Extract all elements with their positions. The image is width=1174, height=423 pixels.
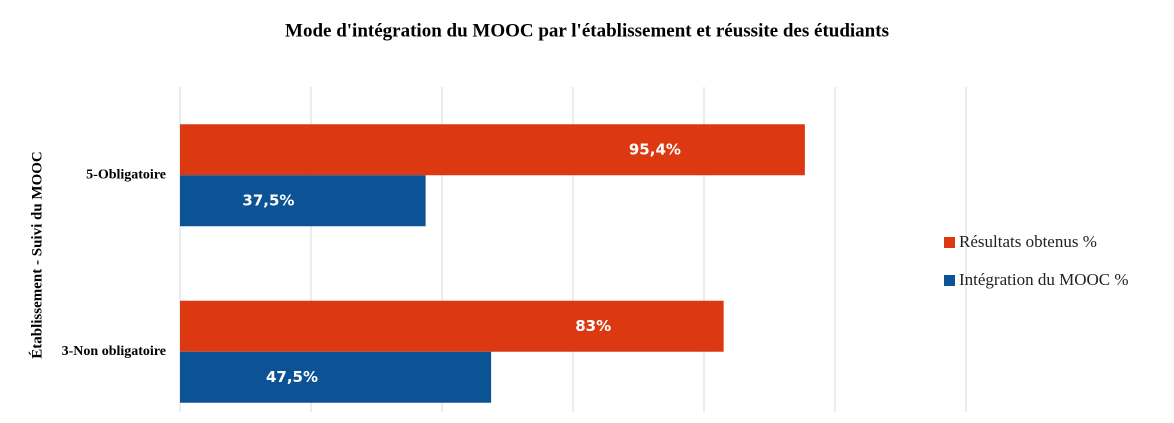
data-label: 37,5% — [242, 191, 294, 209]
data-label: 83% — [575, 317, 611, 335]
chart-title: Mode d'intégration du MOOC par l'établis… — [285, 20, 889, 41]
legend-label: Résultats obtenus % — [959, 232, 1097, 251]
y-tick-label: 5-Obligatoire — [86, 167, 166, 182]
y-tick-label: 3-Non obligatoire — [62, 344, 166, 359]
bar — [180, 175, 426, 227]
legend-label: Intégration du MOOC % — [959, 270, 1129, 289]
legend-swatch — [944, 275, 955, 286]
y-axis-label: Établissement - Suivi du MOOC — [28, 151, 45, 359]
legend-swatch — [944, 237, 955, 248]
data-label: 47,5% — [266, 368, 318, 386]
data-label: 95,4% — [629, 140, 681, 158]
bar — [180, 300, 724, 352]
bar — [180, 351, 492, 403]
bar — [180, 124, 805, 176]
